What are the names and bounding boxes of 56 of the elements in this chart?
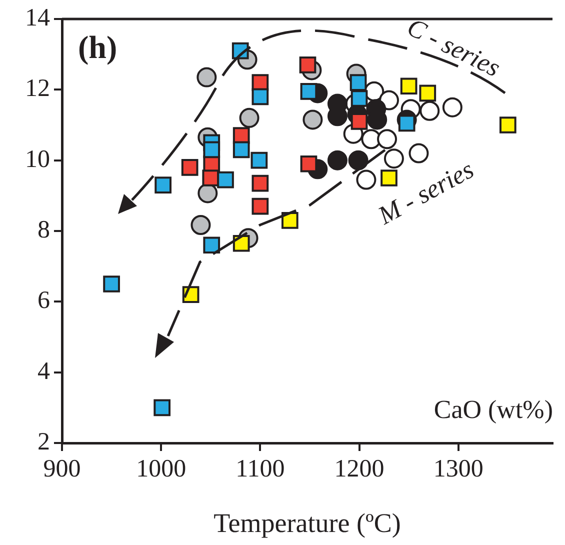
annotation: M - series — [372, 154, 479, 231]
point — [252, 198, 269, 215]
point — [350, 74, 367, 92]
point — [103, 276, 120, 292]
y-tick-label: 8 — [38, 216, 50, 244]
point — [350, 113, 368, 130]
point — [202, 170, 220, 186]
point — [203, 141, 220, 158]
point — [232, 141, 250, 158]
point — [252, 88, 269, 106]
point — [380, 170, 398, 186]
y-tick-label: 4 — [38, 358, 50, 385]
point — [239, 108, 260, 128]
point — [198, 183, 218, 204]
point — [442, 97, 462, 118]
point — [377, 129, 398, 150]
point — [350, 90, 368, 107]
point — [348, 150, 368, 170]
x-tick-label: 1000 — [136, 456, 186, 483]
x-tick-label: 1300 — [433, 456, 484, 483]
point — [356, 170, 376, 190]
point — [400, 78, 418, 95]
point — [419, 84, 436, 102]
point — [408, 143, 429, 164]
point — [327, 150, 348, 170]
point — [154, 176, 172, 194]
x-axis-title: Temperature (ºC) — [214, 508, 401, 538]
point — [499, 116, 516, 134]
point — [217, 171, 234, 188]
point — [300, 155, 318, 172]
point — [281, 212, 298, 229]
annotation: C - series — [402, 12, 505, 82]
point — [398, 114, 416, 132]
point — [252, 174, 269, 192]
point — [420, 100, 440, 121]
point — [302, 110, 323, 130]
x-tick-label: 900 — [43, 456, 81, 483]
x-tick-label: 1100 — [236, 456, 285, 483]
x-tick-label: 1200 — [334, 456, 384, 483]
annotation: (h) — [78, 29, 118, 65]
y-tick-label: 6 — [38, 287, 50, 314]
point — [203, 236, 220, 254]
point — [190, 214, 211, 235]
annotation: CaO (wt%) — [434, 395, 553, 424]
y-tick-label: 2 — [38, 428, 50, 456]
y-tick-label: 12 — [25, 75, 50, 102]
y-tick-label: 14 — [25, 4, 50, 32]
point — [299, 56, 316, 74]
point — [181, 158, 198, 176]
y-tick-label: 10 — [25, 146, 50, 173]
point — [196, 67, 217, 88]
point — [250, 152, 268, 169]
point — [300, 83, 318, 100]
point — [384, 148, 404, 169]
point — [154, 399, 171, 416]
point — [361, 129, 382, 150]
